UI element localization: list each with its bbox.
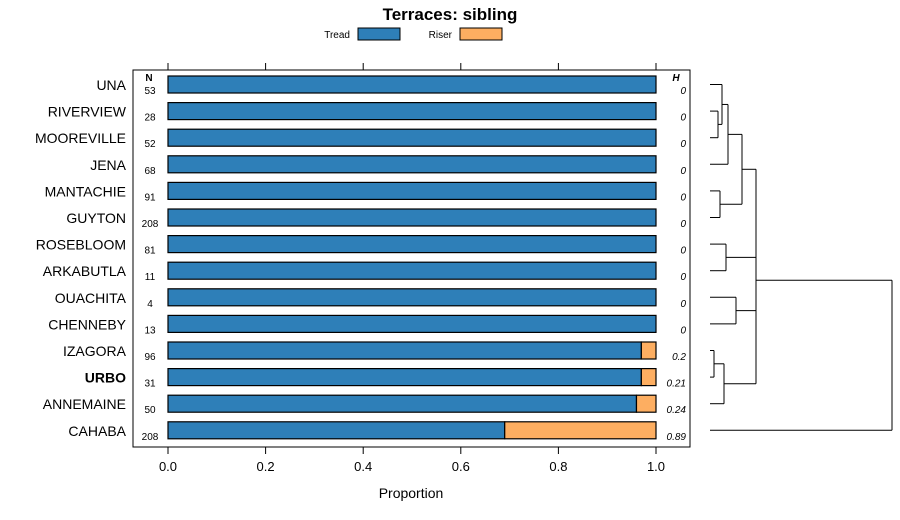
category-label-rosebloom: ROSEBLOOM — [36, 237, 126, 253]
n-label-mantachie: 91 — [144, 192, 156, 203]
n-label-ouachita: 4 — [147, 299, 153, 310]
category-label-chenneby: CHENNEBY — [48, 316, 126, 332]
n-label-chenneby: 13 — [144, 325, 156, 336]
h-labels: 0 0 0 0 0 0 0 0 0 0 0.2 0.21 0.24 0.89 — [667, 86, 687, 443]
bar-tread-izagora — [167, 341, 642, 360]
n-labels: 53 28 52 68 91 208 81 11 4 13 96 31 50 208 — [142, 86, 159, 443]
bar-tread-chenneby — [167, 314, 657, 333]
x-tick-label-3: 0.6 — [452, 459, 470, 474]
category-label-riverview: RIVERVIEW — [48, 104, 127, 120]
plot-frame — [132, 69, 691, 448]
top-ticks — [167, 63, 657, 70]
category-labels: UNA RIVERVIEW MOOREVILLE JENA MANTACHIE GUYTO… — [35, 77, 127, 439]
category-label-izagora: IZAGORA — [63, 343, 127, 359]
legend-label-tread: Tread — [324, 30, 350, 41]
h-label-guyton: 0 — [680, 219, 686, 230]
x-tick-label-4: 0.8 — [549, 459, 567, 474]
n-label-una: 53 — [144, 86, 156, 97]
chart-title: Terraces: sibling — [383, 5, 518, 24]
n-label-mooreville: 52 — [144, 139, 156, 150]
x-tick-label-0: 0.0 — [159, 459, 177, 474]
dendrogram — [710, 84, 893, 431]
category-label-annemaine: ANNEMAINE — [43, 396, 126, 412]
n-label-rosebloom: 81 — [144, 246, 156, 257]
category-label-ouachita: OUACHITA — [55, 290, 127, 306]
bar-riser-urbo — [640, 368, 657, 387]
h-label-mooreville: 0 — [680, 139, 686, 150]
x-axis-title: Proportion — [379, 485, 444, 501]
h-label-rosebloom: 0 — [680, 246, 686, 257]
x-tick-label-5: 1.0 — [647, 459, 665, 474]
bar-tread-cahaba — [167, 421, 506, 440]
legend-label-riser: Riser — [429, 30, 453, 41]
category-label-guyton: GUYTON — [66, 210, 126, 226]
x-tick-label-2: 0.4 — [354, 459, 372, 474]
x-axis: 0.0 0.2 0.4 0.6 0.8 1.0 — [159, 447, 665, 474]
bars — [167, 75, 657, 440]
n-label-cahaba: 208 — [142, 432, 159, 443]
n-label-urbo: 31 — [144, 379, 156, 390]
h-label-jena: 0 — [680, 166, 686, 177]
h-label-una: 0 — [680, 86, 686, 97]
bar-riser-annemaine — [635, 394, 657, 413]
category-label-mooreville: MOOREVILLE — [35, 130, 126, 146]
legend: Tread Riser — [324, 27, 503, 41]
bar-tread-mantachie — [167, 181, 657, 200]
bar-tread-rosebloom — [167, 235, 657, 254]
h-column-header: H — [672, 73, 680, 84]
category-label-urbo: URBO — [85, 370, 126, 386]
bar-riser-cahaba — [504, 421, 657, 440]
bar-tread-mooreville — [167, 128, 657, 147]
bar-tread-riverview — [167, 101, 657, 121]
category-label-arkabutla: ARKABUTLA — [43, 263, 127, 279]
bar-riser-izagora — [640, 341, 657, 360]
n-column-header: N — [145, 73, 152, 84]
bar-tread-annemaine — [167, 394, 638, 413]
bar-tread-jena — [167, 155, 657, 174]
category-label-cahaba: CAHABA — [68, 423, 126, 439]
h-label-urbo: 0.21 — [667, 379, 686, 390]
bar-tread-urbo — [167, 368, 642, 387]
category-label-una: UNA — [96, 77, 126, 93]
h-label-riverview: 0 — [680, 113, 686, 124]
h-label-cahaba: 0.89 — [667, 432, 687, 443]
legend-swatch-riser — [459, 27, 503, 41]
h-label-mantachie: 0 — [680, 192, 686, 203]
legend-swatch-tread — [357, 27, 401, 41]
h-label-izagora: 0.2 — [672, 352, 686, 363]
bar-tread-una — [167, 75, 657, 94]
bar-tread-arkabutla — [167, 261, 657, 280]
category-label-jena: JENA — [90, 157, 126, 173]
category-label-mantachie: MANTACHIE — [45, 183, 126, 199]
n-label-guyton: 208 — [142, 219, 159, 230]
bar-tread-ouachita — [167, 288, 657, 307]
h-label-chenneby: 0 — [680, 325, 686, 336]
n-label-izagora: 96 — [144, 352, 156, 363]
n-label-riverview: 28 — [144, 113, 156, 124]
x-tick-label-1: 0.2 — [257, 459, 275, 474]
bar-tread-guyton — [167, 208, 657, 227]
n-label-annemaine: 50 — [144, 405, 156, 416]
h-label-arkabutla: 0 — [680, 272, 686, 283]
h-label-annemaine: 0.24 — [667, 405, 687, 416]
h-label-ouachita: 0 — [680, 299, 686, 310]
n-label-arkabutla: 11 — [145, 272, 156, 283]
n-label-jena: 68 — [144, 166, 156, 177]
